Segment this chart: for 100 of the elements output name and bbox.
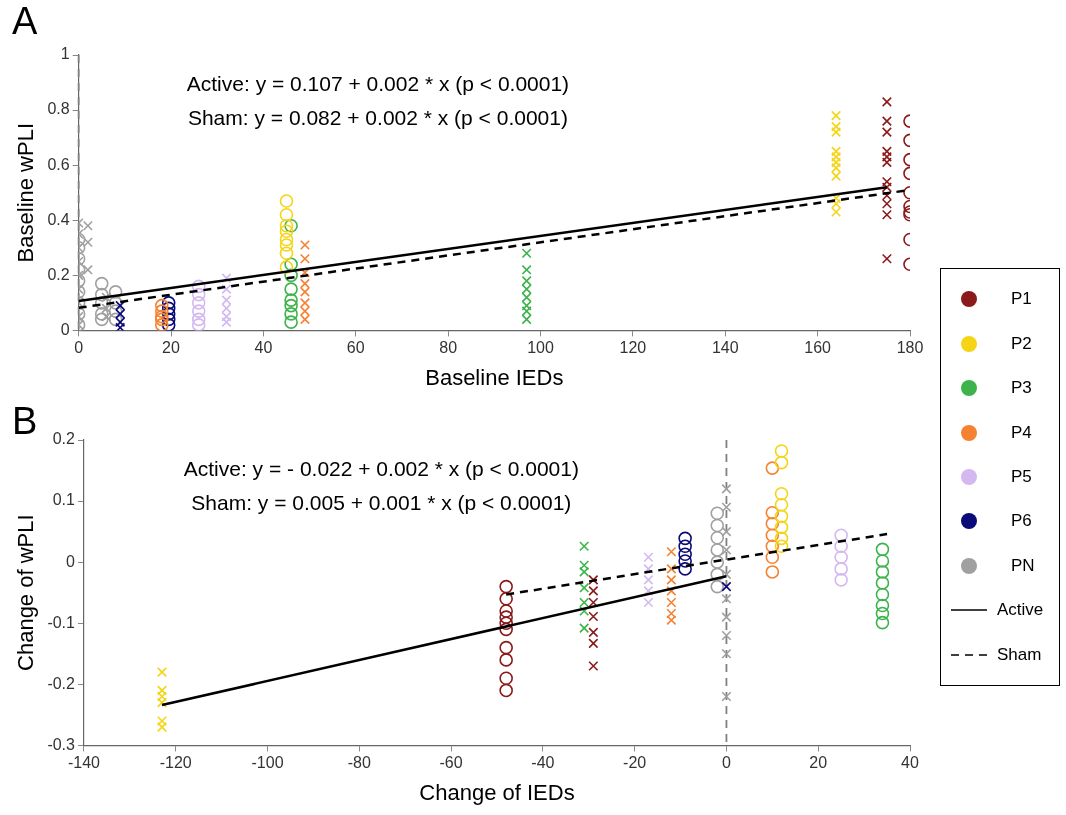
point [721, 483, 732, 494]
x-tick-label: 20 [809, 754, 828, 772]
point [765, 516, 780, 531]
point [284, 268, 298, 283]
y-tick-label: 0.8 [47, 100, 70, 118]
x-tick-label: 40 [901, 754, 919, 772]
point [765, 461, 780, 475]
point [499, 592, 513, 606]
y-tick-label: 0.2 [47, 265, 70, 283]
point [284, 293, 298, 307]
point [161, 301, 176, 316]
y-tick-label: 0 [60, 320, 70, 338]
point [721, 612, 732, 623]
point [678, 531, 692, 546]
x-tick-label: -120 [159, 754, 192, 772]
annotation: Sham: y = 0.082 + 0.002 * x (p < 0.0001) [187, 105, 568, 129]
point [678, 539, 692, 554]
x-tick-label: 120 [619, 339, 647, 357]
x-tick-label: 60 [346, 339, 365, 357]
point [834, 550, 848, 565]
point [279, 232, 294, 247]
point [774, 531, 789, 546]
point [678, 547, 692, 562]
legend-label: P6 [1011, 511, 1032, 532]
point [710, 543, 725, 557]
legend-label: P1 [1011, 289, 1032, 310]
y-axis-title: Change of wPLI [13, 514, 39, 671]
point [279, 224, 294, 239]
point [579, 623, 590, 634]
point [721, 569, 732, 580]
point [284, 257, 298, 272]
y-axis-title: Baseline wPLI [13, 122, 39, 263]
x-axis-title: Baseline IEDs [425, 364, 564, 390]
point [721, 630, 732, 641]
point [191, 279, 206, 294]
y-tick-label: -0.2 [47, 674, 76, 692]
point [774, 497, 789, 512]
y-tick-label: -0.3 [47, 735, 76, 753]
y-tick-label: 0.6 [47, 155, 70, 173]
point [721, 544, 732, 555]
point [499, 616, 513, 631]
legend-label: P4 [1011, 422, 1032, 443]
point [710, 567, 725, 582]
point [875, 576, 890, 590]
point [875, 615, 890, 630]
point [774, 509, 789, 524]
point [499, 622, 513, 637]
annotation: Active: y = - 0.022 + 0.002 * x (p < 0.0001) [183, 456, 579, 480]
point [279, 194, 294, 208]
point [721, 593, 732, 604]
point [721, 648, 732, 659]
x-tick-label: -60 [439, 754, 463, 772]
y-tick-label: 0 [66, 552, 76, 570]
point [834, 528, 848, 543]
y-tick-label: 0.2 [52, 430, 76, 448]
point [521, 248, 532, 259]
point [154, 318, 169, 331]
point [666, 546, 677, 557]
point [710, 579, 725, 594]
legend-label: PN [1011, 555, 1035, 576]
point [710, 506, 725, 521]
point [499, 610, 513, 624]
annotation: Sham: y = 0.005 + 0.001 * x (p < 0.0001) [191, 490, 572, 514]
point [161, 296, 176, 310]
point [834, 539, 848, 554]
point [721, 502, 732, 513]
x-tick-label: 20 [162, 339, 181, 357]
point [774, 486, 789, 501]
point [710, 555, 725, 569]
y-tick-label: 0.4 [47, 210, 70, 228]
y-tick-label: -0.1 [47, 613, 76, 631]
point [678, 554, 692, 568]
x-tick-label: -140 [67, 754, 101, 772]
chart-title: B [12, 400, 38, 443]
point [499, 640, 513, 655]
x-tick-label: 140 [711, 339, 739, 357]
x-tick-label: -80 [347, 754, 371, 772]
legend-label: Active [997, 600, 1044, 621]
point [499, 653, 513, 667]
point [161, 312, 176, 327]
point [154, 298, 169, 313]
point [156, 667, 168, 678]
point [834, 562, 848, 576]
point [161, 307, 176, 321]
point [774, 539, 789, 554]
point [588, 660, 599, 672]
x-tick-label: 40 [254, 339, 273, 357]
point [834, 573, 848, 587]
point [154, 304, 169, 318]
point [161, 318, 176, 331]
x-tick-label: 0 [721, 754, 731, 772]
point [284, 282, 298, 296]
point [284, 298, 298, 313]
point [579, 582, 590, 593]
legend-label: Sham [997, 644, 1042, 665]
point [875, 598, 890, 613]
point [299, 239, 310, 251]
point [721, 581, 732, 592]
point [279, 260, 294, 274]
point [765, 528, 780, 543]
